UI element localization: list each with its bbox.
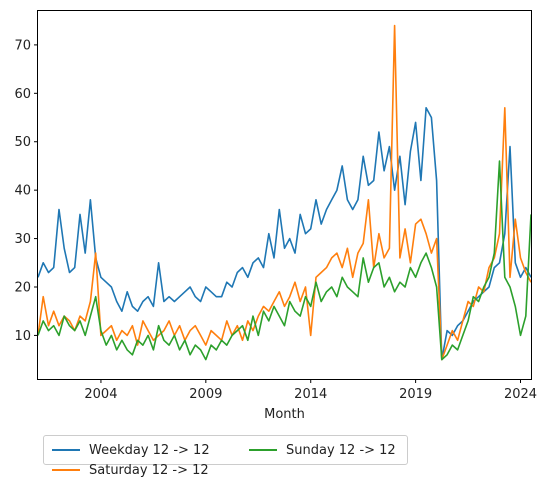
series-layer [37,24,532,361]
y-tick-label: 60 [14,87,31,102]
x-tick-label: 2014 [294,387,327,402]
y-tick-label: 70 [14,38,31,53]
y-axis: 10 20 30 40 50 60 70 [14,38,38,344]
legend-swatch-sunday [249,449,277,451]
x-tick-label: 2019 [399,387,432,402]
x-tick-label: 2004 [84,387,117,402]
legend-item-sunday: Sunday 12 -> 12 [249,440,396,460]
legend-item-saturday: Saturday 12 -> 12 [52,460,209,480]
legend-label-saturday: Saturday 12 -> 12 [89,462,209,478]
series-line-0 [37,107,532,361]
legend-swatch-weekday [52,449,80,451]
x-tick-label: 2024 [504,387,537,402]
x-axis: 2004 2009 2014 2019 2024 [84,379,537,402]
plot-frame [37,10,532,380]
legend-label-weekday: Weekday 12 -> 12 [89,442,210,458]
series-line-2 [37,160,532,361]
legend-item-weekday: Weekday 12 -> 12 [52,440,210,460]
x-tick-label: 2009 [189,387,222,402]
y-tick-label: 10 [14,329,31,344]
y-tick-label: 50 [14,135,31,150]
y-tick-label: 20 [14,281,31,296]
x-axis-label: Month [264,407,305,422]
y-tick-label: 40 [14,184,31,199]
legend-swatch-saturday [52,469,80,471]
y-tick-label: 30 [14,232,31,247]
legend-label-sunday: Sunday 12 -> 12 [286,442,396,458]
legend: Weekday 12 -> 12 Saturday 12 -> 12 Sunda… [43,435,408,478]
series-line-1 [37,24,532,361]
